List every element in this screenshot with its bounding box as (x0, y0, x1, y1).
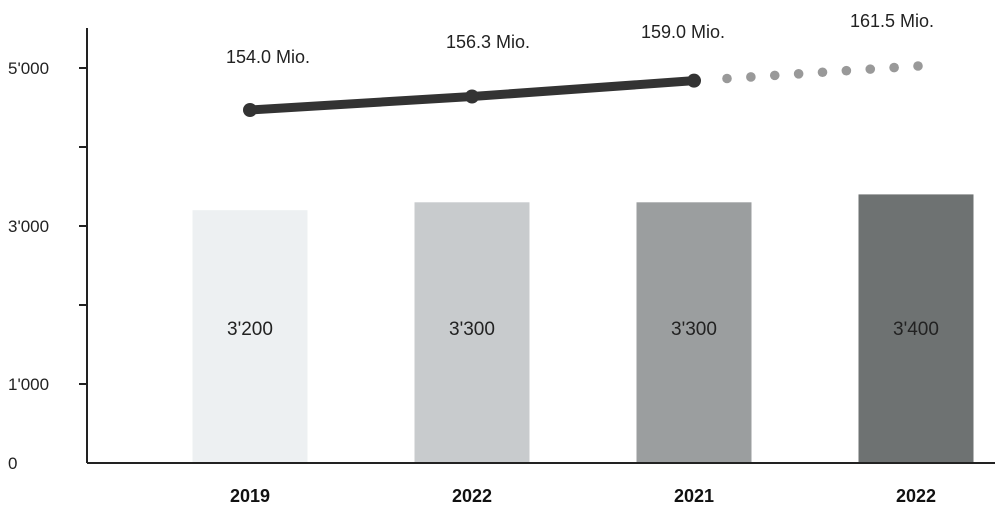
y-axis: 0 1'000 3'000 5'000 (8, 28, 88, 473)
line-dot (841, 65, 852, 76)
bars: 3'200 3'300 3'300 3'400 (192, 194, 974, 464)
line-point (243, 103, 257, 117)
line-dot (889, 62, 899, 73)
line-value-label: 154.0 Mio. (226, 47, 310, 67)
bar-value-label: 3'300 (671, 319, 717, 340)
y-tick-label: 3'000 (8, 217, 49, 236)
bar (192, 210, 308, 463)
line-dot (769, 70, 780, 81)
line-dot (913, 61, 923, 71)
x-axis: 2019 2022 2021 2022 (87, 462, 995, 506)
line-value-label: 161.5 Mio. (850, 11, 934, 31)
line-value-label: 156.3 Mio. (446, 32, 530, 52)
bar (636, 202, 752, 464)
x-category-label: 2021 (674, 486, 714, 506)
y-tick-label: 1'000 (8, 375, 49, 394)
x-category-label: 2022 (896, 486, 936, 506)
line-dot (865, 64, 876, 74)
line-dot (722, 73, 732, 84)
y-tick-label: 0 (8, 454, 17, 473)
bar-value-label: 3'300 (449, 319, 495, 340)
bar (858, 194, 974, 463)
line-value-label: 159.0 Mio. (641, 22, 725, 42)
line-dot (817, 67, 828, 78)
bar (414, 202, 530, 464)
line-dot (746, 72, 756, 82)
overlay-line: 154.0 Mio. 156.3 Mio. 159.0 Mio. 161.5 Mio. (226, 11, 934, 117)
bar-value-label: 3'200 (227, 319, 273, 340)
line-point (465, 89, 479, 104)
y-tick-label: 5'000 (8, 59, 49, 78)
bar-value-label: 3'400 (893, 319, 939, 340)
x-category-label: 2019 (230, 486, 270, 506)
x-category-label: 2022 (452, 486, 492, 506)
line-dot (793, 69, 804, 79)
line-point (687, 73, 701, 88)
